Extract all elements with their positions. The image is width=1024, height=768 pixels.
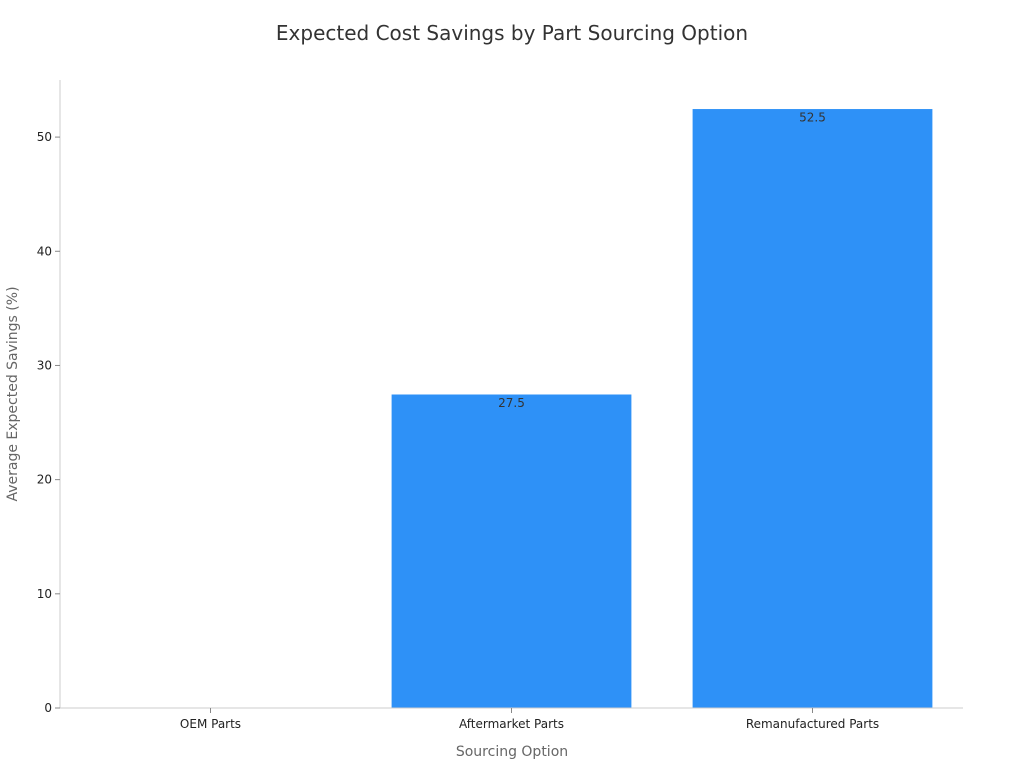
x-axis-title: Sourcing Option: [456, 744, 568, 760]
bar-2: [691, 108, 934, 709]
data-label-2: 52.5: [799, 111, 826, 125]
bar-1: [390, 393, 633, 709]
y-tick-label-0: 0: [44, 701, 52, 715]
x-tick-label-0: OEM Parts: [180, 717, 241, 731]
y-ticks-layer: 0 10 20 30 40 50: [37, 130, 60, 715]
y-axis-title: Average Expected Savings (%): [5, 286, 21, 501]
y-tick-label-2: 20: [37, 473, 52, 487]
data-label-1: 27.5: [498, 396, 525, 410]
x-ticks-layer: OEM Parts Aftermarket Parts Remanufactured…: [180, 708, 879, 731]
y-tick-label-1: 10: [37, 587, 52, 601]
chart-title: Expected Cost Savings by Part Sourcing O…: [276, 21, 748, 45]
data-labels-layer: 27.5 52.5: [498, 111, 826, 410]
y-tick-label-3: 30: [37, 358, 52, 372]
bars-layer: [390, 108, 934, 709]
x-tick-label-1: Aftermarket Parts: [459, 717, 564, 731]
y-tick-label-4: 40: [37, 244, 52, 258]
y-tick-label-5: 50: [37, 130, 52, 144]
x-tick-label-2: Remanufactured Parts: [746, 717, 879, 731]
